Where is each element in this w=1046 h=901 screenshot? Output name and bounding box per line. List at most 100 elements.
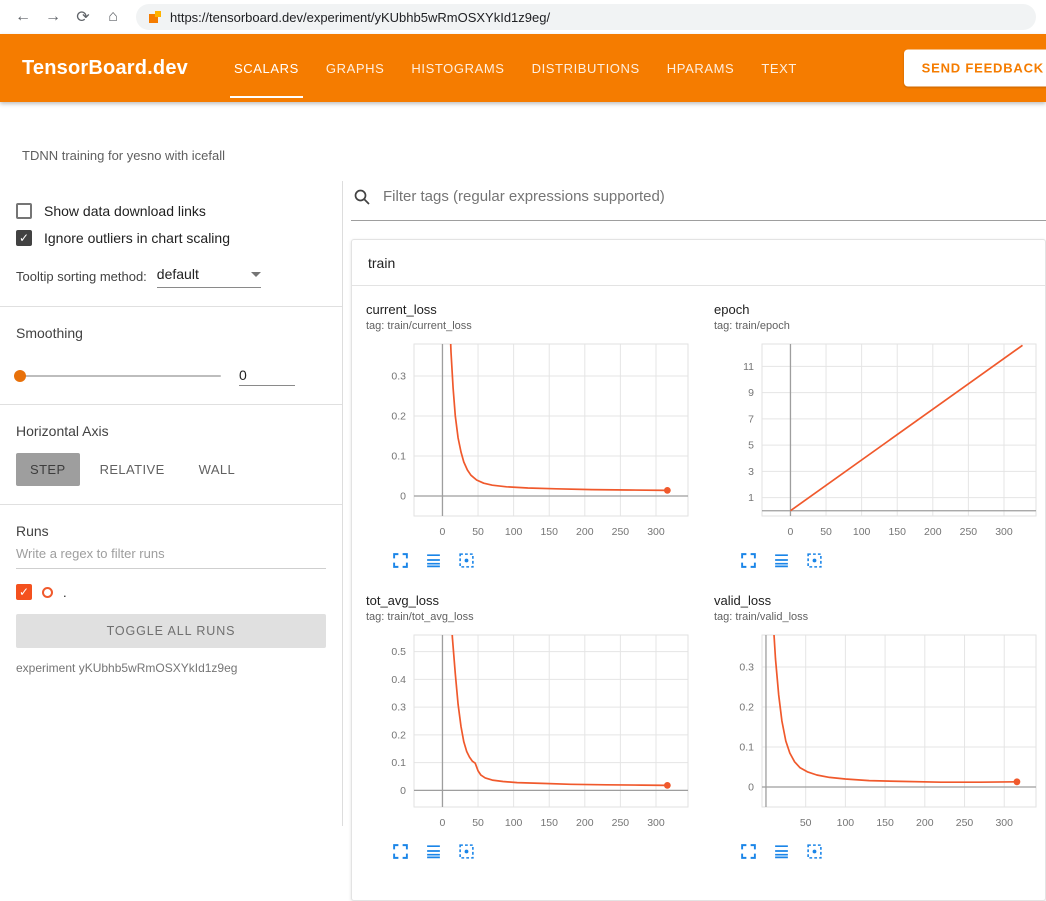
nav-tab[interactable]: HPARAMS (667, 61, 735, 76)
svg-text:0: 0 (440, 817, 446, 829)
nav-tab[interactable]: HISTOGRAMS (411, 61, 504, 76)
send-feedback-button[interactable]: SEND FEEDBACK (904, 50, 1046, 87)
nav-tab[interactable]: DISTRIBUTIONS (532, 61, 640, 76)
browser-chrome: ← → ⟳ ⌂ https://tensorboard.dev/experime… (0, 0, 1046, 34)
chart-canvas[interactable]: 05010015020025030000.10.20.3 (362, 340, 694, 546)
app-logo: TensorBoard.dev (22, 57, 188, 80)
svg-text:150: 150 (540, 817, 558, 829)
svg-text:0.2: 0.2 (391, 411, 406, 423)
log-scale-icon[interactable] (773, 843, 790, 860)
tag-filter-input[interactable] (381, 187, 1046, 206)
back-icon[interactable]: ← (10, 4, 36, 30)
checkbox-label: Show data download links (44, 203, 206, 219)
svg-text:0.2: 0.2 (391, 729, 406, 741)
tooltip-sorting-select[interactable]: default (157, 264, 261, 288)
checkbox[interactable]: ✓ (16, 203, 32, 219)
svg-text:200: 200 (576, 817, 594, 829)
checkbox-row[interactable]: ✓ Ignore outliers in chart scaling (16, 230, 326, 246)
svg-text:200: 200 (576, 526, 594, 538)
address-bar[interactable]: https://tensorboard.dev/experiment/yKUbh… (136, 4, 1036, 30)
site-icon (148, 10, 162, 24)
svg-text:0.3: 0.3 (391, 702, 406, 714)
svg-text:100: 100 (505, 526, 523, 538)
content: ✓ Show data download links ✓ Ignore outl… (0, 181, 1046, 826)
train-card: train current_loss tag: train/current_lo… (351, 239, 1046, 901)
chart-title: current_loss (362, 302, 697, 317)
svg-text:250: 250 (956, 817, 974, 829)
divider (0, 306, 342, 307)
fullscreen-icon[interactable] (392, 552, 409, 569)
card-group-title[interactable]: train (352, 240, 1045, 286)
chart-card: epoch tag: train/epoch 05010015020025030… (710, 302, 1045, 569)
chart-title: tot_avg_loss (362, 593, 697, 608)
chart-card: current_loss tag: train/current_loss 050… (362, 302, 697, 569)
fullscreen-icon[interactable] (740, 843, 757, 860)
run-checkbox[interactable]: ✓ (16, 584, 32, 600)
reload-icon[interactable]: ⟳ (70, 4, 96, 30)
smoothing-value-input[interactable] (239, 365, 295, 386)
chart-card: tot_avg_loss tag: train/tot_avg_loss 0 50… (362, 593, 697, 860)
fit-domain-icon[interactable] (458, 552, 475, 569)
smoothing-slider[interactable] (16, 375, 221, 377)
chart-canvas[interactable]: 0501001502002503001357911 (710, 340, 1042, 546)
svg-text:300: 300 (647, 526, 665, 538)
main-panel: train current_loss tag: train/current_lo… (343, 181, 1046, 826)
svg-text:150: 150 (876, 817, 894, 829)
axis-wall-button[interactable]: WALL (185, 453, 250, 486)
forward-icon[interactable]: → (40, 4, 66, 30)
horizontal-axis-label: Horizontal Axis (16, 423, 326, 439)
log-scale-icon[interactable] (425, 843, 442, 860)
svg-text:0.1: 0.1 (739, 742, 754, 754)
smoothing-slider-knob[interactable] (14, 370, 26, 382)
smoothing-slider-row (16, 365, 326, 386)
svg-text:0.3: 0.3 (391, 371, 406, 383)
svg-text:7: 7 (748, 413, 754, 425)
smoothing-label: Smoothing (16, 325, 326, 341)
svg-text:0.3: 0.3 (739, 662, 754, 674)
svg-text:50: 50 (472, 817, 484, 829)
chart-tag: tag: train/tot_avg_loss (362, 611, 697, 623)
chart-canvas[interactable]: 5010015020025030000.10.20.3 (710, 631, 1042, 837)
settings-sidebar: ✓ Show data download links ✓ Ignore outl… (0, 181, 343, 826)
fullscreen-icon[interactable] (392, 843, 409, 860)
home-icon[interactable]: ⌂ (100, 4, 126, 30)
log-scale-icon[interactable] (773, 552, 790, 569)
fit-domain-icon[interactable] (806, 552, 823, 569)
axis-relative-button[interactable]: RELATIVE (86, 453, 179, 486)
toggle-all-runs-button[interactable]: TOGGLE ALL RUNS (16, 614, 326, 648)
svg-text:100: 100 (837, 817, 855, 829)
url-text: https://tensorboard.dev/experiment/yKUbh… (170, 10, 550, 25)
svg-text:3: 3 (748, 466, 754, 478)
fit-domain-icon[interactable] (806, 843, 823, 860)
svg-text:50: 50 (472, 526, 484, 538)
svg-text:0.4: 0.4 (391, 674, 406, 686)
log-scale-icon[interactable] (425, 552, 442, 569)
chart-toolbar (392, 843, 697, 860)
checkbox[interactable]: ✓ (16, 230, 32, 246)
fullscreen-icon[interactable] (740, 552, 757, 569)
svg-text:5: 5 (748, 440, 754, 452)
nav-tab[interactable]: TEXT (761, 61, 797, 76)
svg-text:150: 150 (888, 526, 906, 538)
divider (0, 504, 342, 505)
tooltip-sorting-value: default (157, 266, 199, 282)
svg-text:0: 0 (788, 526, 794, 538)
checkbox-label: Ignore outliers in chart scaling (44, 230, 230, 246)
svg-text:0.1: 0.1 (391, 451, 406, 463)
search-icon (353, 188, 371, 206)
svg-text:200: 200 (924, 526, 942, 538)
app: { "browser": { "url": "https://tensorboa… (0, 0, 1046, 825)
checkbox-row[interactable]: ✓ Show data download links (16, 203, 326, 219)
run-name: . (63, 585, 67, 600)
runs-filter-input[interactable] (16, 539, 326, 569)
fit-domain-icon[interactable] (458, 843, 475, 860)
svg-text:100: 100 (853, 526, 871, 538)
nav-tab[interactable]: GRAPHS (326, 61, 385, 76)
svg-text:250: 250 (960, 526, 978, 538)
chart-canvas[interactable]: 05010015020025030000.10.20.30.40.5 (362, 631, 694, 837)
svg-text:0.2: 0.2 (739, 702, 754, 714)
horizontal-axis-buttons: STEP RELATIVE WALL (16, 453, 326, 486)
nav-tab[interactable]: SCALARS (234, 61, 299, 76)
run-row[interactable]: ✓ . (16, 584, 326, 600)
axis-step-button[interactable]: STEP (16, 453, 80, 486)
